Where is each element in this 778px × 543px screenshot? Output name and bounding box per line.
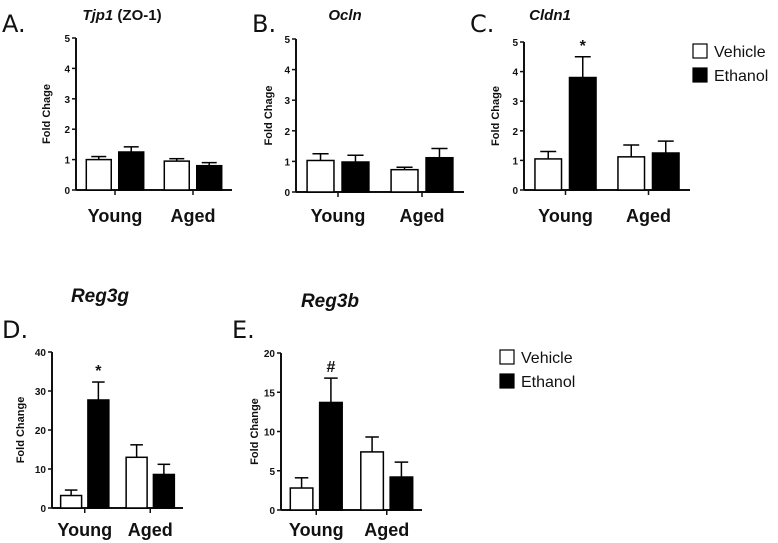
legend-swatch-vehicle [499,349,515,365]
bar-vehicle [59,494,83,509]
x-tick-label: Aged [128,520,173,540]
bar-ethanol [425,156,454,193]
y-axis-label: Fold Chage [490,86,502,146]
x-tick-label: Young [57,520,112,540]
legend-swatch-vehicle [692,43,708,59]
chart-panel-e: E. Reg3b 0 5 10 15 20 Fold Change Young # Aged [232,291,422,540]
legend-swatch-ethanol [499,373,515,389]
y-axis-label: Fold Chage [263,86,275,146]
chart-title: Reg3g [71,286,129,307]
y-tick-label: 3 [64,95,70,106]
bar-vehicle [390,168,419,193]
bar-vehicle [85,158,113,191]
y-tick-label: 0 [40,504,46,515]
y-tick-label: 0 [64,186,70,197]
y-tick-label: 10 [35,465,47,476]
bar-ethanol [389,476,414,511]
y-tick-label: 40 [35,348,47,359]
chart-panel-a: A. Tjp1 (ZO-1) 0 1 2 3 4 5 Fold Chage Young Aged [2,7,232,226]
y-tick-label: 2 [512,127,518,138]
bar-vehicle [534,158,563,191]
x-tick-label: Aged [364,520,409,540]
y-tick-label: 5 [284,35,290,46]
y-tick-label: 20 [35,426,47,437]
y-tick-label: 0 [512,186,518,197]
legend-label: Ethanol [521,374,575,391]
y-tick-label: 20 [264,349,276,360]
y-tick-label: 30 [35,387,47,398]
legend-label: Vehicle [714,44,766,61]
y-axis-label: Fold Change [15,397,27,464]
bar-vehicle [306,159,335,193]
y-axis-label: Fold Change [249,398,261,465]
significance-marker: # [326,359,335,376]
y-tick-label: 2 [64,125,70,136]
legend-label: Ethanol [714,68,768,85]
bar-ethanol [152,473,176,509]
y-tick-label: 4 [64,64,70,75]
bar-ethanol [651,152,680,191]
chart-title-suffix: (ZO-1) [113,7,161,24]
y-tick-label: 5 [512,38,518,49]
bar-vehicle [163,160,191,191]
y-tick-label: 1 [64,156,70,167]
chart-title: Tjp1 (ZO-1) [82,7,161,24]
panel-label: C. [470,10,494,38]
panel-label: E. [232,316,255,344]
y-tick-label: 1 [284,157,290,168]
legend-label: Vehicle [521,350,573,367]
x-tick-label: Aged [400,206,445,226]
x-tick-label: Aged [626,206,671,226]
legend-swatch-ethanol [692,67,708,83]
bar-ethanol [341,161,370,193]
bar-ethanol [87,399,110,509]
significance-marker: * [95,363,102,380]
chart-panel-c: C. Cldn1 0 1 2 3 4 5 Fold Chage Young * Aged [470,7,690,226]
x-tick-label: Young [311,206,366,226]
y-tick-label: 10 [264,428,276,439]
y-tick-label: 15 [264,388,276,399]
y-tick-label: 5 [269,467,275,478]
bar-vehicle [125,456,148,509]
panel-label: D. [2,316,28,344]
y-tick-label: 2 [284,127,290,138]
y-tick-label: 0 [269,506,275,517]
bar-ethanol [318,401,343,511]
y-tick-label: 1 [512,156,518,167]
chart-title: Ocln [328,7,361,24]
y-tick-label: 5 [64,34,70,45]
bar-ethanol [195,164,223,191]
x-tick-label: Aged [171,206,216,226]
panel-label: A. [2,10,26,38]
y-tick-label: 0 [284,188,290,199]
chart-title: Cldn1 [529,7,571,24]
y-tick-label: 3 [284,96,290,107]
chart-panel-d: D. Reg3g 0 10 20 30 40 Fold Change Young * Aged [2,286,183,540]
chart-panel-b: B. Ocln 0 1 2 3 4 5 Fold Chage Young Aged [252,7,464,226]
panel-label: B. [252,10,276,38]
x-tick-label: Young [538,206,593,226]
bar-vehicle [360,451,385,511]
bar-ethanol [117,151,145,191]
x-tick-label: Young [289,520,344,540]
bar-ethanol [568,76,597,191]
legend: Vehicle Ethanol [499,349,575,391]
y-tick-label: 4 [284,66,290,77]
y-tick-label: 3 [512,97,518,108]
significance-marker: * [580,38,587,55]
chart-title: Reg3b [301,291,359,312]
bar-vehicle [617,156,646,191]
x-tick-label: Young [88,206,143,226]
legend: Vehicle Ethanol [692,43,768,85]
bar-vehicle [289,487,314,511]
y-axis-label: Fold Chage [41,84,53,144]
y-tick-label: 4 [512,68,518,79]
